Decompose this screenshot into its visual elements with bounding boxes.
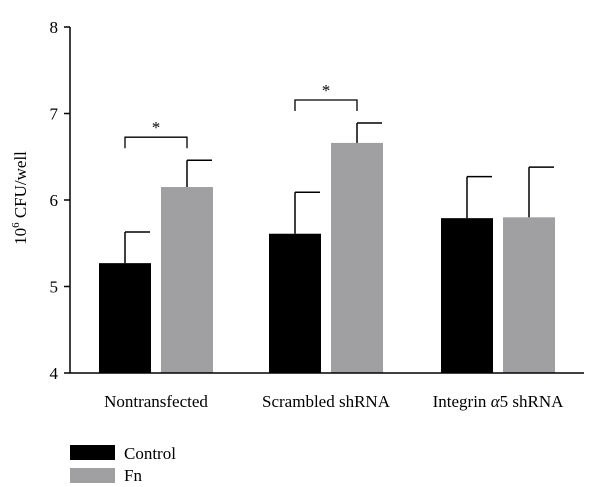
significance-label-1: * xyxy=(322,81,331,100)
category-label-nontransfected: Nontransfected xyxy=(104,392,208,411)
legend-label-control: Control xyxy=(124,444,176,463)
y-axis-label-unit: CFU/well xyxy=(11,151,30,223)
y-tick-label-4: 8 xyxy=(50,18,59,37)
category-label-integrin-greek: α xyxy=(491,392,501,411)
category-label-integrin-post: 5 shRNA xyxy=(500,392,564,411)
bar-control-1 xyxy=(269,233,321,373)
legend-swatch-control xyxy=(70,445,115,460)
legend-swatch-fn xyxy=(70,468,115,483)
bar-fn-0 xyxy=(161,187,213,373)
y-tick-label-0: 4 xyxy=(50,364,59,383)
significance-label-0: * xyxy=(152,118,161,137)
y-tick-label-2: 6 xyxy=(50,191,59,210)
y-axis-label: 106 CFU/well xyxy=(10,151,30,245)
legend-label-fn: Fn xyxy=(124,466,142,485)
category-label-scrambled-shrna: Scrambled shRNA xyxy=(262,392,391,411)
y-tick-label-1: 5 xyxy=(50,278,59,297)
bar-fn-1 xyxy=(331,142,383,373)
significance-bracket-1 xyxy=(294,99,358,112)
y-axis-label-base: 10 xyxy=(11,228,30,245)
category-label-integrin-pre: Integrin xyxy=(433,392,491,411)
category-label-integrin-shrna: Integrin α5 shRNA xyxy=(433,392,564,411)
y-axis-label-exponent: 6 xyxy=(10,222,22,228)
bar-fn-2 xyxy=(503,217,555,373)
bar-control-0 xyxy=(99,263,151,373)
y-tick-label-3: 7 xyxy=(50,105,59,124)
significance-bracket-0 xyxy=(124,136,188,149)
bar-control-2 xyxy=(441,218,493,373)
